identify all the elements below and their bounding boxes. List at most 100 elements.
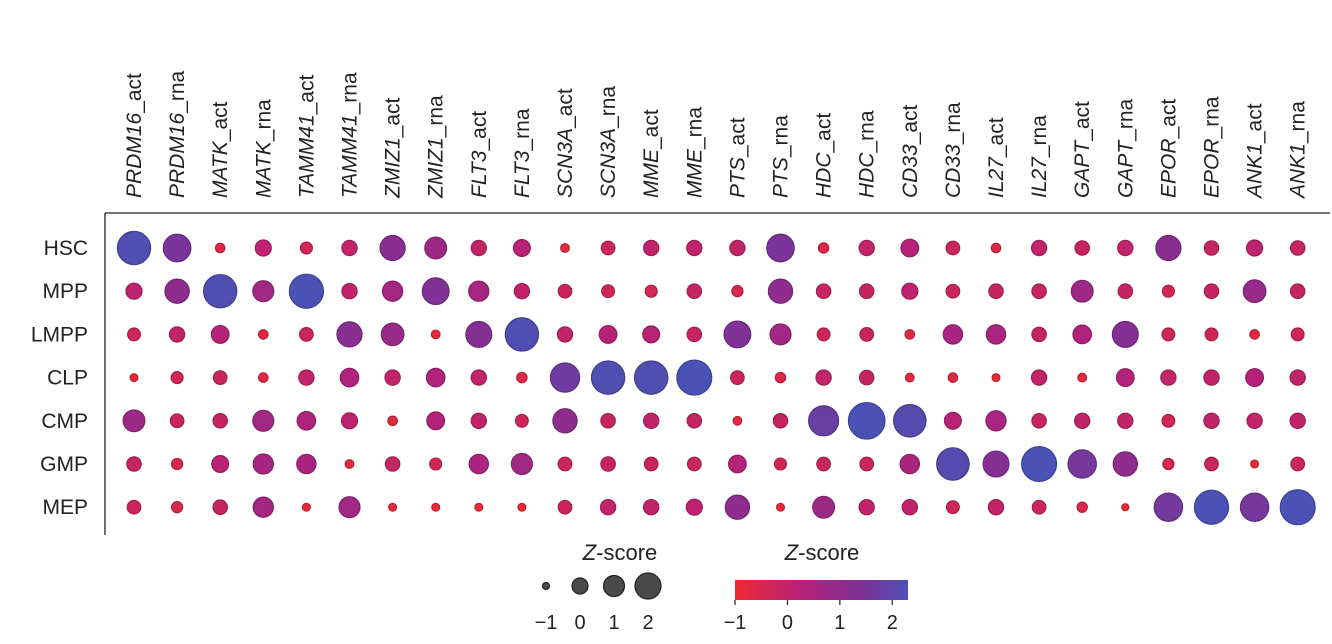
dot (808, 405, 840, 437)
dot (202, 273, 238, 309)
dot (990, 242, 1002, 254)
size-legend: Z-score −1 0 1 2 (535, 540, 662, 634)
dot (1249, 329, 1260, 340)
dot (1160, 369, 1177, 386)
dot (340, 412, 359, 430)
dot (987, 499, 1005, 516)
dot (643, 412, 660, 429)
dot (892, 403, 927, 438)
row-label: HSC (44, 237, 88, 260)
dot (1290, 327, 1305, 342)
dot (812, 495, 836, 519)
dot (1161, 413, 1176, 428)
dot (732, 415, 743, 426)
dot (210, 324, 230, 344)
dot (384, 369, 401, 386)
dot (633, 360, 669, 395)
dot (1112, 451, 1139, 477)
dot (766, 233, 795, 263)
dot (772, 413, 789, 429)
dot (296, 410, 317, 431)
dot (1121, 503, 1130, 512)
dot (168, 326, 186, 343)
dot (424, 236, 448, 260)
column-label: ANK1_act (1244, 103, 1267, 200)
dot (381, 280, 404, 302)
dot (730, 370, 745, 385)
dot (254, 239, 272, 257)
size-legend-title: Z-score (582, 540, 658, 565)
size-legend-dot (602, 574, 626, 598)
dot (1073, 412, 1091, 429)
column-label: GAPT_act (1071, 101, 1094, 198)
dot (170, 457, 184, 471)
column-label: PRDM16_rna (166, 70, 189, 198)
dot (686, 326, 703, 343)
dot (1111, 320, 1139, 348)
column-label: PTS_rna (770, 115, 793, 198)
column-label: EPOR_rna (1201, 96, 1224, 198)
row-label: CLP (47, 367, 88, 390)
column-label: PTS_act (726, 117, 749, 198)
row-label: GMP (40, 453, 88, 476)
dot (985, 410, 1007, 432)
dot (336, 321, 363, 348)
dot (1239, 492, 1270, 522)
column-labels: PRDM16_act PRDM16_rna MATK_act MATK_rna TAMM… (123, 70, 1310, 200)
dot (945, 240, 961, 256)
column-label: MATK_rna (252, 99, 275, 198)
dot (643, 499, 660, 516)
dot (769, 323, 792, 346)
dot (1245, 239, 1264, 257)
dot (1203, 369, 1220, 386)
dot (162, 233, 192, 263)
dot (1289, 240, 1306, 256)
dot (1030, 239, 1048, 257)
column-label: MME_rna (683, 107, 706, 198)
dot (557, 283, 573, 299)
dot (127, 327, 141, 342)
dot (468, 453, 490, 475)
dot (298, 369, 315, 386)
dot (212, 370, 228, 385)
dot (643, 239, 660, 257)
dot (1161, 284, 1175, 298)
dot (723, 320, 752, 349)
dot (1155, 234, 1182, 262)
dot (470, 412, 487, 429)
dot (1204, 327, 1219, 342)
dot (1117, 412, 1134, 429)
column-label: IL27_rna (1028, 115, 1051, 198)
dot (125, 282, 143, 300)
dot (945, 283, 961, 299)
dot (947, 372, 959, 383)
dot (643, 456, 659, 472)
dot (338, 496, 361, 519)
dot (549, 362, 581, 393)
dot (211, 454, 230, 474)
dot (676, 359, 713, 396)
color-legend-bar (735, 580, 908, 600)
column-label: IL27_act (985, 117, 1008, 198)
dot (1279, 489, 1316, 526)
dot (727, 454, 747, 474)
dot (1242, 279, 1267, 304)
color-legend-tick-label: −1 (724, 612, 747, 634)
dot (724, 494, 751, 520)
dot (1289, 283, 1306, 299)
dot (590, 360, 626, 395)
dot (858, 239, 875, 257)
column-label: TAMM41_act (295, 75, 318, 198)
size-legend-tick: 0 (574, 612, 585, 634)
dot (1250, 459, 1260, 469)
dot (1246, 412, 1263, 429)
dot (517, 502, 527, 512)
dot (1077, 372, 1088, 383)
dot (936, 447, 970, 481)
color-legend-tick-label: 1 (834, 612, 845, 634)
dot (598, 324, 618, 344)
column-label: TAMM41_rna (339, 72, 362, 198)
dot (985, 324, 1007, 345)
dot (431, 502, 441, 512)
color-legend-title: Z-score (784, 540, 860, 565)
